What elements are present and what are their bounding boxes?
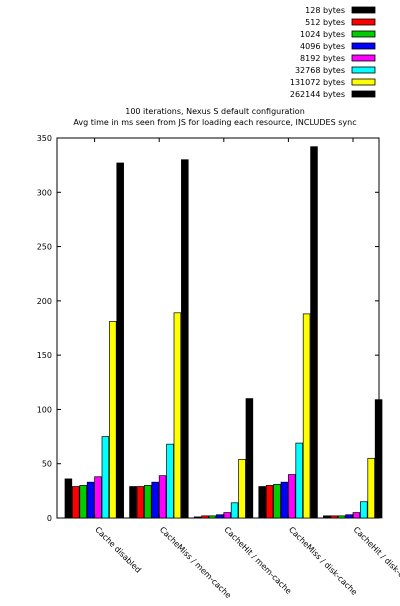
- legend-label: 4096 bytes: [300, 42, 345, 51]
- bar: [173, 312, 182, 519]
- bar: [360, 501, 368, 519]
- legend-swatch: [351, 6, 376, 14]
- bar: [158, 475, 167, 519]
- bar: [230, 502, 239, 519]
- legend-label: 32768 bytes: [295, 66, 345, 75]
- legend-label: 128 bytes: [305, 6, 345, 15]
- bar: [367, 457, 375, 519]
- bar: [166, 443, 174, 519]
- bar: [302, 313, 311, 519]
- x-tick-label: CacheHit / mem-cache: [222, 525, 293, 596]
- x-tick-label: Cache disabled: [93, 525, 143, 575]
- bar: [151, 481, 159, 519]
- bar: [94, 476, 102, 519]
- legend-label: 512 bytes: [305, 18, 345, 27]
- y-tick-label: 200: [37, 297, 52, 306]
- chart-title-line-2: Avg time in ms seen from JS for loading …: [73, 118, 356, 127]
- y-tick-label: 350: [37, 134, 52, 143]
- y-tick-label: 250: [37, 243, 52, 252]
- legend-swatch: [351, 18, 376, 26]
- legend-swatch: [351, 66, 376, 74]
- bar: [144, 485, 152, 519]
- bar: [238, 459, 246, 519]
- bar: [86, 481, 95, 519]
- bars: [64, 146, 383, 519]
- bar: [136, 486, 145, 519]
- y-tick-label: 50: [42, 460, 52, 469]
- bar: [310, 146, 318, 519]
- legend-swatch: [351, 90, 376, 98]
- bar: [352, 512, 361, 519]
- x-tick-label: CacheMiss / mem-cache: [158, 525, 233, 600]
- bar: [216, 514, 224, 519]
- y-tick-label: 300: [37, 188, 52, 197]
- legend-swatch: [351, 78, 376, 86]
- bar: [273, 483, 281, 519]
- bar: [295, 442, 303, 519]
- bar: [101, 436, 110, 519]
- legend: 128 bytes 512 bytes 1024 bytes 4096 bytes 81…: [290, 6, 376, 99]
- bar: [109, 321, 117, 519]
- bar: [280, 481, 289, 519]
- x-axis: Cache disabled CacheMiss / mem-cacheCache…: [93, 138, 400, 600]
- bar: [258, 486, 266, 519]
- bar: [129, 486, 137, 519]
- legend-swatch: [351, 54, 376, 62]
- bar: [208, 515, 217, 519]
- chart-title-line-1: 100 iterations, Nexus S default configur…: [125, 107, 305, 116]
- bar: [64, 478, 73, 519]
- bar: [193, 516, 202, 519]
- bar: [72, 486, 80, 519]
- bar: [345, 514, 353, 519]
- bar: [79, 485, 87, 519]
- legend-label: 131072 bytes: [290, 78, 345, 87]
- bar: [245, 398, 254, 519]
- legend-label: 1024 bytes: [300, 30, 345, 39]
- y-tick-label: 100: [37, 405, 52, 414]
- bar: [201, 515, 209, 519]
- bar: [337, 515, 346, 519]
- bar: [330, 515, 338, 519]
- x-tick-label: CacheMiss / disk-cache: [287, 525, 359, 597]
- x-tick-label: CacheHit / disk-cache: [352, 525, 400, 593]
- legend-swatch: [351, 30, 376, 38]
- bar: [374, 399, 383, 519]
- y-tick-label: 0: [47, 514, 52, 523]
- bar: [181, 159, 189, 519]
- y-tick-label: 150: [37, 351, 52, 360]
- legend-swatch: [351, 42, 376, 50]
- bar: [116, 162, 124, 519]
- legend-label: 262144 bytes: [290, 90, 345, 99]
- bar: [288, 474, 296, 519]
- bar: [323, 515, 331, 519]
- legend-label: 8192 bytes: [300, 54, 345, 63]
- y-axis: 0 50 100 150 200 250 300 350: [37, 134, 379, 523]
- bar: [223, 512, 231, 519]
- bar: [265, 485, 274, 519]
